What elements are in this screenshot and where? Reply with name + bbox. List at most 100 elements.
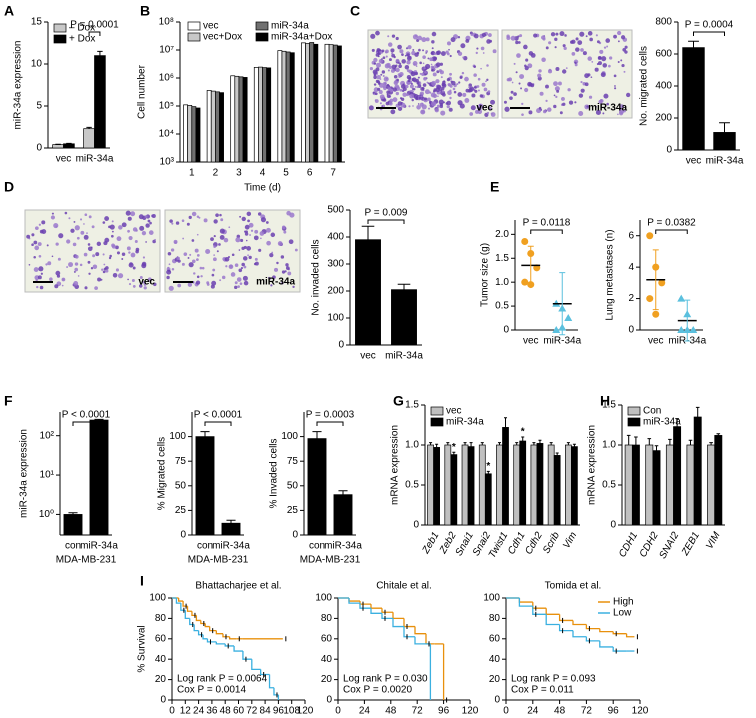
cell bbox=[492, 49, 497, 54]
survival-step bbox=[545, 608, 560, 615]
cell bbox=[294, 248, 298, 252]
cell bbox=[205, 249, 211, 255]
cell bbox=[121, 252, 126, 257]
cell bbox=[33, 240, 38, 245]
survival-step bbox=[392, 612, 404, 620]
cell bbox=[599, 49, 604, 54]
bar bbox=[221, 522, 241, 536]
cell bbox=[614, 87, 617, 90]
survival-step bbox=[206, 638, 217, 643]
cell bbox=[266, 240, 271, 246]
cell bbox=[62, 278, 65, 281]
y-tick-label: 100 bbox=[327, 313, 344, 324]
cell bbox=[211, 280, 217, 286]
cell bbox=[41, 220, 46, 225]
cell bbox=[513, 92, 517, 96]
cell bbox=[373, 83, 377, 86]
cell bbox=[142, 256, 146, 259]
cell bbox=[236, 234, 241, 239]
x-tick-label: 84 bbox=[260, 706, 272, 717]
cell bbox=[34, 226, 39, 231]
cell bbox=[167, 266, 170, 269]
cell bbox=[46, 244, 49, 247]
cell bbox=[504, 106, 510, 112]
y-tick-label: 20 bbox=[321, 674, 333, 685]
cell bbox=[154, 238, 156, 241]
x-tick-label: 0 bbox=[503, 706, 509, 717]
x-tick-label: miR-34a bbox=[212, 541, 250, 552]
cell bbox=[141, 231, 147, 236]
cell bbox=[141, 263, 147, 269]
error-bar bbox=[463, 442, 467, 445]
cell bbox=[219, 234, 225, 240]
cell bbox=[574, 63, 578, 67]
x-tick-label: Scrib bbox=[541, 530, 562, 556]
cell bbox=[409, 84, 414, 89]
cell bbox=[240, 266, 244, 270]
cell bbox=[271, 251, 274, 254]
cell bbox=[427, 107, 431, 110]
data-point bbox=[521, 278, 529, 286]
error-bar bbox=[338, 490, 348, 495]
error-bar bbox=[94, 418, 104, 421]
cell bbox=[452, 87, 456, 91]
cell bbox=[449, 54, 452, 58]
cell bbox=[510, 35, 516, 41]
error-bar bbox=[538, 439, 542, 444]
cell bbox=[395, 91, 400, 96]
cell bbox=[171, 222, 174, 225]
cell bbox=[414, 71, 419, 76]
bar bbox=[277, 50, 283, 163]
cell bbox=[562, 69, 567, 74]
cell bbox=[614, 85, 616, 87]
cell bbox=[481, 32, 487, 38]
cell bbox=[68, 217, 71, 220]
bar bbox=[242, 77, 248, 163]
cell bbox=[241, 246, 245, 250]
cell bbox=[439, 104, 444, 109]
cell bbox=[390, 109, 396, 115]
cell bbox=[620, 59, 623, 62]
cell bbox=[174, 241, 178, 244]
cell bbox=[79, 218, 83, 221]
x-tick-label: 1 bbox=[189, 168, 195, 179]
x-tick-label: vec bbox=[56, 154, 72, 165]
cell bbox=[384, 51, 388, 54]
survival-step bbox=[558, 624, 573, 632]
cell bbox=[465, 39, 470, 43]
cell bbox=[387, 87, 392, 91]
cell bbox=[372, 69, 378, 75]
cell bbox=[468, 88, 473, 93]
error-bar bbox=[719, 122, 730, 133]
cell bbox=[115, 268, 120, 272]
cell bbox=[381, 58, 383, 60]
cell bbox=[390, 48, 395, 53]
cell bbox=[623, 109, 626, 113]
cell bbox=[244, 224, 250, 230]
cell bbox=[219, 279, 222, 282]
cell bbox=[438, 99, 444, 105]
survival-step bbox=[175, 598, 181, 604]
cell bbox=[431, 80, 437, 86]
survival-step bbox=[414, 626, 426, 635]
cell bbox=[104, 237, 110, 243]
bar bbox=[187, 105, 193, 163]
cell bbox=[580, 88, 585, 93]
cell bbox=[460, 43, 466, 49]
cell bbox=[74, 254, 79, 259]
cell bbox=[474, 89, 478, 93]
cell bbox=[591, 60, 594, 63]
cell bbox=[230, 272, 236, 277]
significance-bracket bbox=[316, 421, 344, 426]
cell bbox=[153, 282, 157, 287]
cell bbox=[391, 64, 397, 70]
cell bbox=[570, 40, 574, 44]
cell bbox=[559, 111, 563, 115]
cell bbox=[149, 221, 152, 225]
cell bbox=[487, 90, 491, 94]
cell bbox=[434, 108, 439, 113]
legend-label: miR-34a bbox=[643, 417, 681, 428]
cell bbox=[111, 234, 114, 238]
micrograph bbox=[501, 29, 633, 119]
significance-star: * bbox=[521, 427, 525, 438]
